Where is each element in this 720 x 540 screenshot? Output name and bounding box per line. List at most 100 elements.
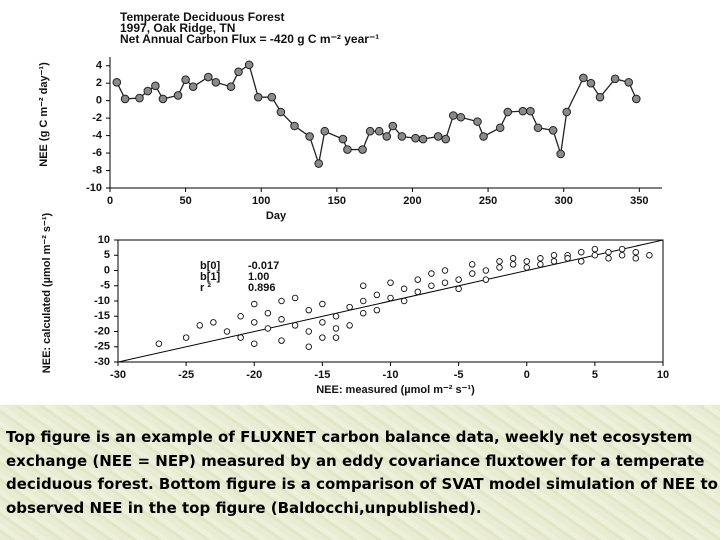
data-point xyxy=(188,82,198,91)
x-tick-label: 50 xyxy=(179,195,191,207)
fit-stat-value: 1.00 xyxy=(248,271,269,283)
data-point xyxy=(632,255,640,262)
data-point xyxy=(314,159,324,168)
data-point xyxy=(441,134,451,144)
chart-subtitle: Net Annual Carbon Flux = -420 g C m⁻² ye… xyxy=(120,32,379,46)
data-point xyxy=(537,261,544,268)
x-tick-label: 200 xyxy=(403,195,421,207)
data-point xyxy=(523,264,531,271)
x-axis-label: NEE: measured (µmol m⁻² s⁻¹) xyxy=(316,384,475,396)
y-tick-label: -25 xyxy=(94,341,110,353)
data-point xyxy=(360,282,367,290)
x-tick-label: -30 xyxy=(110,369,126,381)
data-point xyxy=(250,319,258,326)
data-point xyxy=(319,334,326,341)
chart-subtitle: 1997, Oak Ridge, TN xyxy=(120,21,235,35)
data-point xyxy=(591,245,599,253)
data-point xyxy=(533,123,543,133)
y-tick-label: -30 xyxy=(94,356,110,368)
x-tick-label: 250 xyxy=(479,195,497,207)
y-tick-label: 0 xyxy=(96,95,102,107)
data-point xyxy=(290,121,299,131)
x-tick-label: -25 xyxy=(178,369,194,381)
data-point xyxy=(332,313,340,320)
x-tick-label: 300 xyxy=(555,195,573,207)
data-point xyxy=(618,251,626,259)
data-point xyxy=(226,82,236,91)
data-point xyxy=(250,300,258,308)
data-point xyxy=(400,297,408,305)
data-point xyxy=(237,334,244,341)
data-point xyxy=(346,303,353,311)
data-point xyxy=(358,145,367,154)
data-point xyxy=(624,78,634,87)
data-point xyxy=(387,279,394,286)
data-point xyxy=(414,288,422,296)
y-tick-label: -10 xyxy=(94,295,110,307)
data-point xyxy=(473,117,482,126)
data-point xyxy=(441,279,449,286)
fit-stat-value: -0.017 xyxy=(248,260,279,272)
caption: Top figure is an example of FLUXNET carb… xyxy=(6,428,718,517)
charts: 0 50 100 150 200 250 300 350-10-8-6-4-2024DayNE… xyxy=(0,0,720,405)
y-axis-label: NEE: calculated (µmol m⁻² s⁻¹) xyxy=(41,212,53,373)
data-point xyxy=(387,294,394,302)
fit-stat-name: b[1] xyxy=(200,271,221,283)
data-point xyxy=(550,258,558,265)
data-point xyxy=(456,112,466,122)
x-tick-label: -20 xyxy=(246,369,262,381)
x-tick-label: -10 xyxy=(383,369,399,381)
x-tick-label: 0 xyxy=(107,195,113,207)
data-point xyxy=(428,270,435,277)
data-point xyxy=(548,126,558,135)
footer-background xyxy=(0,405,720,540)
data-point xyxy=(143,86,153,96)
data-point xyxy=(455,276,462,283)
x-tick-label: 150 xyxy=(328,195,346,207)
data-point xyxy=(441,267,449,274)
x-tick-label: -5 xyxy=(454,369,464,381)
y-tick-label: 4 xyxy=(96,60,103,72)
data-point xyxy=(346,322,353,329)
data-point xyxy=(305,132,314,141)
data-point xyxy=(469,270,476,277)
data-point xyxy=(455,285,462,293)
clip-guard xyxy=(0,0,720,405)
x-tick-label: 10 xyxy=(657,369,669,381)
data-point xyxy=(120,94,130,104)
data-point xyxy=(173,91,183,100)
data-point xyxy=(234,67,243,77)
data-point xyxy=(264,325,272,332)
data-point xyxy=(411,133,420,143)
data-point xyxy=(537,255,544,262)
data-point xyxy=(610,74,620,84)
data-point xyxy=(578,258,585,265)
data-point xyxy=(158,94,168,104)
data-point xyxy=(305,343,313,351)
data-point xyxy=(631,94,641,104)
data-point xyxy=(291,294,299,302)
data-point xyxy=(338,134,348,144)
data-point xyxy=(564,255,571,262)
data-point xyxy=(579,73,588,83)
y-tick-label: -4 xyxy=(92,130,103,142)
data-point xyxy=(578,248,585,256)
data-point xyxy=(526,106,535,116)
fit-stat-name: r ² xyxy=(200,282,211,294)
data-point xyxy=(196,322,203,329)
data-point xyxy=(253,92,263,102)
fit-stat-name: b[0] xyxy=(200,260,221,272)
data-point xyxy=(382,132,392,141)
data-point xyxy=(479,132,488,141)
data-point xyxy=(397,132,407,141)
data-point xyxy=(509,255,517,262)
x-tick-label: 350 xyxy=(630,195,648,207)
data-point xyxy=(496,264,503,271)
data-point xyxy=(276,107,286,117)
data-point xyxy=(332,334,340,341)
y-tick-label: -20 xyxy=(94,325,110,337)
y-tick-label: -2 xyxy=(92,112,102,124)
data-point xyxy=(605,255,612,262)
y-tick-label: 0 xyxy=(104,264,110,276)
